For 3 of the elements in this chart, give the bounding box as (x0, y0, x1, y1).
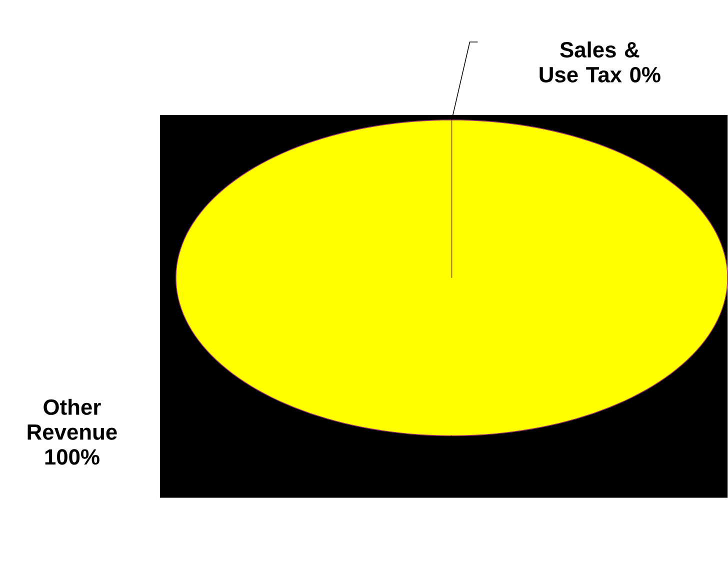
text: 0% (630, 67, 660, 83)
data-label: 100% (45, 449, 100, 465)
slice-label: Other Revenue (28, 398, 117, 440)
